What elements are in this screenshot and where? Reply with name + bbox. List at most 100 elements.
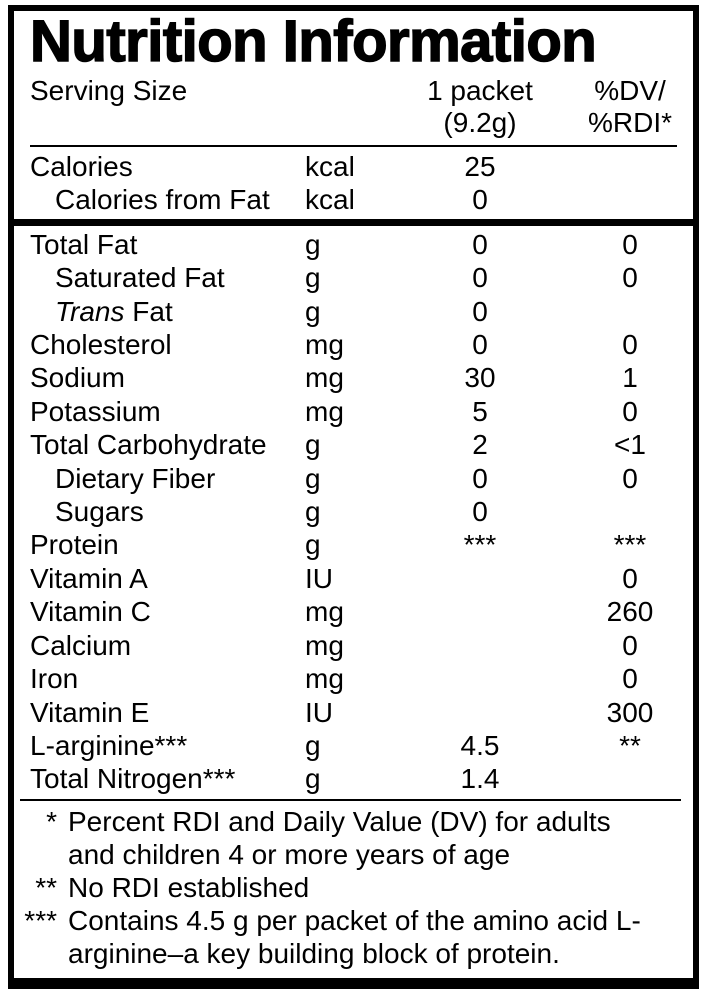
nutrient-dv xyxy=(560,495,677,528)
nutrient-name: Sodium xyxy=(30,362,125,394)
nutrient-amount: 0 xyxy=(472,262,488,294)
serving-amount-line2: (9.2g) xyxy=(443,107,517,138)
nutrient-dv xyxy=(560,295,677,328)
nutrient-amount xyxy=(400,696,560,729)
nutrient-unit: kcal xyxy=(305,184,355,216)
footnote: * Percent RDI and Daily Value (DV) for ad… xyxy=(20,805,677,871)
nutrient-unit: mg xyxy=(305,329,344,361)
nutrient-name: Dietary Fiber xyxy=(55,462,216,494)
nutrient-dv: 0 xyxy=(622,329,638,361)
nutrient-amount: 0 xyxy=(472,295,488,327)
nutrient-name: Total Nitrogen*** xyxy=(30,763,236,795)
footnote-text: No RDI established xyxy=(68,871,310,903)
nutrient-dv: 0 xyxy=(622,562,638,594)
nutrient-dv xyxy=(560,150,677,183)
nutrient-unit: g xyxy=(305,295,321,327)
nutrient-unit: mg xyxy=(305,362,344,394)
nutrient-name: Vitamin A xyxy=(30,562,148,594)
nutrient-row: Sugars g 0 xyxy=(30,495,677,528)
nutrient-unit: g xyxy=(305,729,321,761)
nutrient-dv: 1 xyxy=(622,362,638,394)
nutrient-amount: 30 xyxy=(464,362,496,394)
nutrient-dv: 0 xyxy=(622,262,638,294)
nutrient-unit: mg xyxy=(305,395,344,427)
nutrient-name: Vitamin C xyxy=(30,596,151,628)
nutrient-row: Calories from Fat kcal 0 xyxy=(30,183,677,216)
nutrient-amount: 0 xyxy=(472,329,488,361)
nutrient-row: Sodium mg 30 1 xyxy=(30,361,677,394)
nutrient-dv: 260 xyxy=(606,596,654,628)
nutrient-row: L-arginine*** g 4.5 ** xyxy=(30,729,677,762)
nutrient-row: Potassium mg 5 0 xyxy=(30,395,677,428)
nutrient-amount xyxy=(400,595,560,628)
nutrient-amount xyxy=(400,562,560,595)
nutrient-dv: 0 xyxy=(622,663,638,695)
nutrient-name: Calories xyxy=(30,151,133,182)
nutrient-dv: 0 xyxy=(622,462,638,494)
footnote-symbol: *** xyxy=(24,904,57,936)
nutrient-amount xyxy=(400,662,560,695)
dv-header-line1: %DV/ xyxy=(594,75,666,106)
nutrient-unit: g xyxy=(305,529,321,561)
nutrient-amount: 2 xyxy=(472,429,488,461)
nutrient-unit: g xyxy=(305,462,321,494)
nutrient-unit: kcal xyxy=(305,151,355,182)
nutrient-name: Vitamin E xyxy=(30,696,150,728)
thick-divider xyxy=(14,218,693,226)
nutrient-row: Trans Fat g 0 xyxy=(30,295,677,328)
dv-column-header: %DV/ %RDI* xyxy=(560,75,677,139)
nutrient-name: Calcium xyxy=(30,629,132,661)
nutrient-name: Protein xyxy=(30,529,119,561)
nutrient-unit: g xyxy=(305,496,321,528)
nutrient-name: Trans Fat xyxy=(55,295,173,327)
footnote: *** Contains 4.5 g per packet of the amin… xyxy=(20,904,677,970)
nutrient-dv: 0 xyxy=(622,228,638,260)
nutrient-row: Total Nitrogen*** g 1.4 xyxy=(30,762,677,795)
nutrient-row: Saturated Fat g 0 0 xyxy=(30,261,677,294)
nutrient-row: Vitamin A IU 0 xyxy=(30,562,677,595)
footnote-text: Percent RDI and Daily Value (DV) for adu… xyxy=(68,805,611,870)
nutrient-amount xyxy=(400,629,560,662)
nutrition-label-panel: Nutrition Information Serving Size 1 pac… xyxy=(8,5,699,989)
nutrient-row: Dietary Fiber g 0 0 xyxy=(30,462,677,495)
nutrient-amount: 1.4 xyxy=(460,763,500,795)
nutrient-unit: g xyxy=(305,429,321,461)
nutrient-unit: mg xyxy=(305,663,344,695)
nutrient-dv: <1 xyxy=(614,429,646,461)
nutrient-name: Total Carbohydrate xyxy=(30,429,267,461)
footnote-symbol: * xyxy=(46,805,57,837)
nutrient-unit: IU xyxy=(305,696,333,728)
nutrient-dv xyxy=(560,762,677,795)
nutrient-amount: 25 xyxy=(464,151,496,182)
nutrient-row: Iron mg 0 xyxy=(30,662,677,695)
nutrient-unit: mg xyxy=(305,596,344,628)
nutrient-name: Total Fat xyxy=(30,228,138,260)
nutrient-unit: g xyxy=(305,763,321,795)
nutrient-name: Potassium xyxy=(30,395,161,427)
nutrient-dv: *** xyxy=(613,529,647,561)
panel-title: Nutrition Information xyxy=(29,9,597,74)
nutrient-name: Cholesterol xyxy=(30,329,172,361)
nutrient-amount: *** xyxy=(463,529,497,561)
footnote-symbol: ** xyxy=(35,871,57,903)
nutrient-row: Total Carbohydrate g 2 <1 xyxy=(30,428,677,461)
nutrient-unit: IU xyxy=(305,562,333,594)
dv-header-line2: %RDI* xyxy=(587,107,672,138)
nutrient-amount: 0 xyxy=(472,496,488,528)
footnote: ** No RDI established xyxy=(20,871,677,904)
nutrient-unit: g xyxy=(305,228,321,260)
serving-size-label: Serving Size xyxy=(30,75,188,106)
calories-section: Calories kcal 25 Calories from Fat kcal 0 xyxy=(30,150,677,217)
nutrient-dv: 300 xyxy=(606,696,654,728)
nutrient-dv: 0 xyxy=(622,629,638,661)
footnote-divider xyxy=(20,798,681,801)
nutrient-unit: g xyxy=(305,262,321,294)
nutrient-dv: 0 xyxy=(622,395,638,427)
nutrient-row: Protein g *** *** xyxy=(30,528,677,561)
nutrient-amount: 0 xyxy=(472,184,488,216)
nutrient-name: Iron xyxy=(30,663,79,695)
nutrients-section: Total Fat g 0 0 Saturated Fat g 0 0 Trans Fat g 0 C… xyxy=(30,228,677,796)
serving-unit-spacer xyxy=(305,75,400,139)
nutrient-amount: 0 xyxy=(472,228,488,260)
nutrient-unit: mg xyxy=(305,629,344,661)
